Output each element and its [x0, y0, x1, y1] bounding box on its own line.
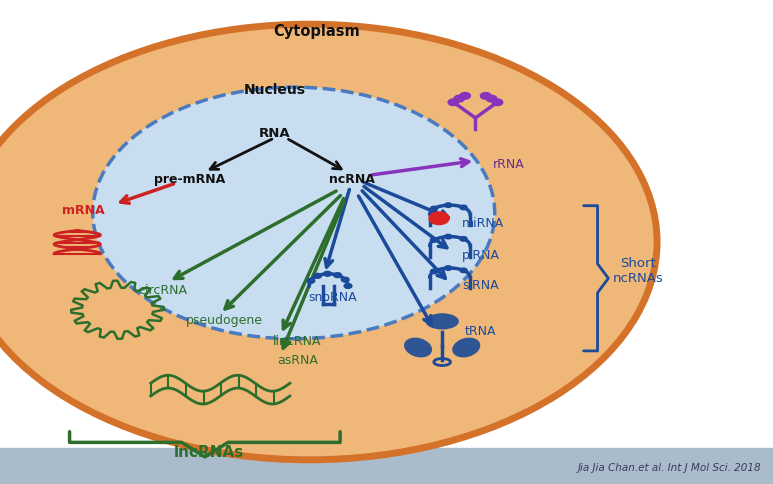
Text: tRNA: tRNA [465, 325, 496, 338]
Circle shape [314, 273, 322, 278]
Text: miRNA: miRNA [462, 217, 504, 230]
Circle shape [324, 272, 332, 276]
Ellipse shape [0, 24, 657, 460]
Text: asRNA: asRNA [278, 354, 318, 367]
Circle shape [444, 234, 452, 239]
Circle shape [431, 269, 438, 274]
Text: RNA: RNA [259, 127, 290, 139]
Text: rRNA: rRNA [492, 158, 525, 171]
Circle shape [444, 266, 452, 271]
Text: pseudogene: pseudogene [186, 314, 263, 327]
Circle shape [480, 92, 491, 99]
Ellipse shape [425, 313, 459, 330]
Circle shape [454, 95, 465, 102]
Text: snoRNA: snoRNA [308, 291, 356, 304]
Circle shape [344, 284, 352, 288]
Circle shape [492, 99, 502, 106]
Ellipse shape [93, 87, 495, 339]
Circle shape [460, 205, 467, 210]
Text: pre-mRNA: pre-mRNA [154, 173, 225, 185]
Text: Jia Jia Chan.et al. Int J Mol Sci. 2018: Jia Jia Chan.et al. Int J Mol Sci. 2018 [577, 463, 761, 473]
Circle shape [444, 203, 452, 208]
Circle shape [460, 237, 467, 241]
Circle shape [486, 95, 497, 102]
Ellipse shape [404, 337, 432, 358]
Text: lincRNA: lincRNA [274, 335, 322, 348]
Circle shape [307, 278, 315, 283]
Ellipse shape [452, 337, 480, 358]
Text: Short
ncRNAs: Short ncRNAs [612, 257, 663, 285]
Text: Cytoplasm: Cytoplasm [274, 24, 360, 39]
Text: mRNA: mRNA [62, 204, 105, 217]
Text: siRNA: siRNA [462, 279, 499, 292]
Circle shape [460, 92, 471, 99]
Text: Nucleus: Nucleus [243, 83, 305, 96]
Circle shape [431, 206, 438, 211]
Text: piRNA: piRNA [461, 249, 500, 261]
Circle shape [448, 99, 458, 106]
Circle shape [429, 212, 449, 225]
Text: ncRNA: ncRNA [329, 173, 375, 185]
Circle shape [342, 277, 349, 282]
Circle shape [334, 272, 342, 278]
Bar [0, 448, 773, 484]
Circle shape [431, 238, 438, 242]
Text: lncRNAs: lncRNAs [174, 445, 243, 460]
Circle shape [460, 268, 467, 272]
Text: circRNA: circRNA [138, 284, 187, 297]
